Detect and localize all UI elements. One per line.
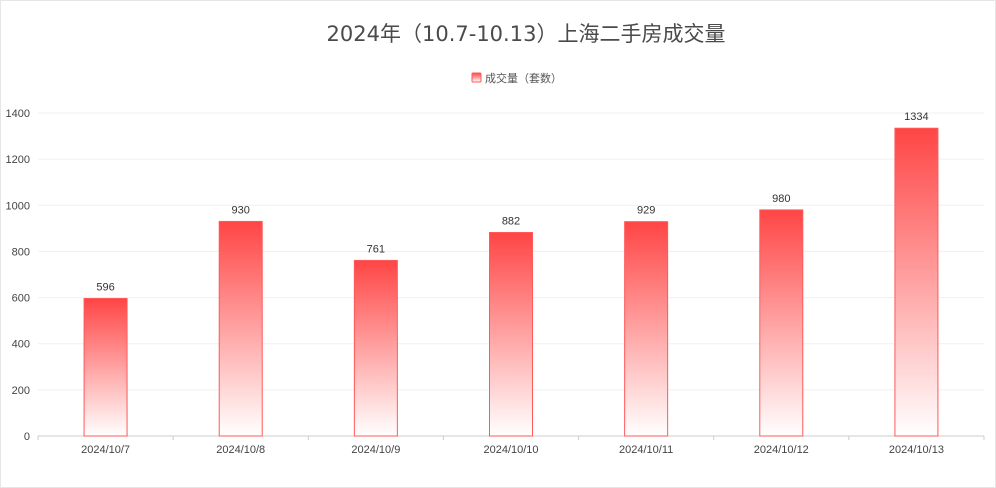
y-tick-label: 0 [24, 431, 30, 443]
x-tick-label: 2024/10/12 [754, 444, 809, 456]
bar[interactable] [353, 259, 398, 437]
bar-value-label: 596 [96, 281, 114, 293]
bar-value-label: 882 [502, 216, 520, 228]
data-labels: 596 930 761 882 929 980 1334 [96, 111, 928, 293]
bar[interactable] [83, 297, 128, 437]
y-tick-label: 400 [12, 339, 30, 351]
bar[interactable] [489, 232, 533, 437]
x-tick-label: 2024/10/7 [81, 444, 130, 456]
legend[interactable]: 成交量（套数） [471, 71, 562, 85]
x-tick-label: 2024/10/13 [889, 444, 944, 456]
chart-title: 2024年（10.7-10.13）上海二手房成交量 [327, 22, 726, 46]
x-tick-label: 2024/10/11 [619, 444, 673, 456]
bar-value-label: 980 [772, 193, 790, 205]
y-tick-label: 1200 [6, 154, 30, 166]
x-axis: 2024/10/7 2024/10/8 2024/10/9 2024/10/10 202… [37, 436, 985, 456]
bars [83, 127, 939, 437]
x-tick-label: 2024/10/8 [216, 444, 265, 456]
y-tick-label: 1000 [6, 200, 30, 212]
bar-value-label: 930 [232, 204, 250, 216]
bar-value-label: 1334 [904, 111, 928, 123]
bar-value-label: 929 [637, 205, 655, 217]
x-tick-label: 2024/10/9 [351, 444, 400, 456]
y-axis: 0 200 400 600 800 1000 1200 1400 [6, 108, 30, 443]
bar-value-label: 761 [367, 243, 385, 255]
bar[interactable] [759, 209, 804, 437]
bar[interactable] [894, 127, 939, 437]
y-tick-label: 600 [12, 293, 30, 305]
bar[interactable] [218, 220, 263, 437]
x-tick-label: 2024/10/10 [483, 444, 538, 456]
y-tick-label: 200 [12, 385, 30, 397]
legend-swatch [471, 72, 482, 83]
y-tick-label: 1400 [6, 108, 30, 120]
y-tick-label: 800 [12, 246, 30, 258]
bar[interactable] [624, 221, 669, 437]
legend-label: 成交量（套数） [485, 71, 562, 85]
